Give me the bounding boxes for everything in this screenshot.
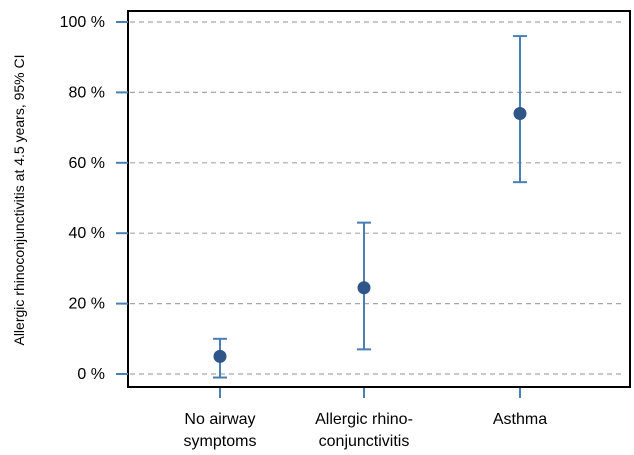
y-tick-label: 20 % bbox=[69, 296, 105, 313]
data-points bbox=[213, 35, 527, 379]
y-tick-label: 100 % bbox=[60, 14, 105, 31]
y-tick-label: 0 % bbox=[77, 366, 105, 383]
y-axis: 0 % 20 % 40 % 60 % 80 % 100 % bbox=[60, 14, 128, 383]
x-axis: No airway symptoms Allergic rhino-conjunct… bbox=[184, 388, 547, 450]
y-tick-label: 40 % bbox=[69, 225, 105, 242]
y-axis-title: Allergic rhinoconjunctivitis at 4.5 year… bbox=[11, 54, 27, 345]
x-tick-label: Asthma bbox=[493, 411, 547, 428]
data-point bbox=[513, 107, 527, 121]
y-tick-label: 60 % bbox=[69, 155, 105, 172]
plot-frame bbox=[127, 10, 631, 388]
data-point bbox=[213, 349, 227, 363]
data-point bbox=[357, 281, 371, 295]
gridlines bbox=[130, 21, 622, 375]
x-tick-label: No airway bbox=[184, 411, 255, 428]
x-tick-label: Allergic rhino- bbox=[315, 411, 413, 428]
y-tick-label: 80 % bbox=[69, 84, 105, 101]
x-tick-label: conjunctivitis bbox=[319, 433, 410, 450]
x-tick-label: symptoms bbox=[184, 433, 257, 450]
